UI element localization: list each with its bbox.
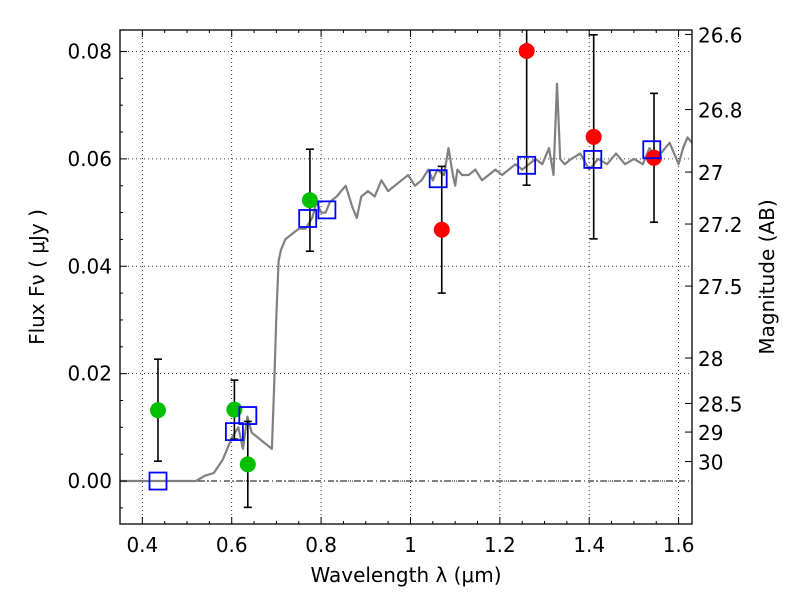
- data-point: [301, 192, 318, 209]
- magnitude-tick-label: 27.2: [698, 213, 743, 237]
- magnitude-axis-label: Magnitude (AB): [755, 199, 779, 354]
- y-tick-label: 0.04: [67, 254, 112, 278]
- magnitude-tick-label: 28: [698, 347, 723, 371]
- y-axis-label: Flux Fν ( μJy ): [25, 209, 49, 345]
- y-tick-label: 0.02: [67, 362, 112, 386]
- x-tick-label: 1.4: [573, 533, 605, 557]
- y-tick-label: 0.00: [67, 469, 112, 493]
- x-axis: 0.4 0.6 0.8 1 1.2 1.4 1.6: [119, 30, 695, 557]
- magnitude-tick-label: 26.6: [698, 23, 743, 47]
- y-tick-label: 0.08: [67, 39, 112, 63]
- data-point: [226, 401, 243, 418]
- magnitude-tick-label: 27: [698, 161, 723, 185]
- model-flux-marker: [224, 422, 244, 442]
- data-point: [239, 456, 256, 473]
- model-spectrum-line: [120, 82, 692, 483]
- model-flux-marker: [642, 140, 662, 160]
- data-point: [433, 221, 450, 238]
- data-point: [585, 128, 602, 145]
- model-flux-marker: [428, 169, 448, 189]
- magnitude-tick-label: 29: [698, 421, 723, 445]
- grid: [120, 30, 692, 524]
- x-tick-label: 0.4: [126, 533, 158, 557]
- data-point: [149, 402, 166, 419]
- model-flux-marker: [517, 155, 537, 175]
- x-tick-label: 0.6: [216, 533, 248, 557]
- magnitude-tick-label: 26.8: [698, 99, 743, 123]
- data-points: [148, 30, 663, 509]
- magnitude-tick-label: 28.5: [698, 392, 743, 416]
- plot-frame: [119, 29, 693, 525]
- model-flux-marker: [583, 150, 603, 169]
- model-flux-marker: [317, 200, 337, 220]
- x-tick-label: 1.2: [484, 533, 516, 557]
- model-flux-marker: [148, 471, 168, 491]
- magnitude-axis: 26.6 26.8 27 27.2 27.5 28 28.5 29 30: [685, 23, 743, 475]
- data-point: [518, 42, 535, 59]
- x-tick-label: 1: [404, 533, 417, 557]
- model-flux-marker: [238, 406, 258, 425]
- x-tick-label: 1.6: [663, 533, 695, 557]
- magnitude-tick-label: 27.5: [698, 275, 743, 299]
- model-flux-marker: [298, 209, 318, 228]
- magnitude-tick-label: 30: [698, 451, 723, 475]
- x-axis-label: Wavelength λ (μm): [310, 563, 501, 587]
- x-tick-label: 0.8: [305, 533, 337, 557]
- model-spectrum: [120, 82, 692, 483]
- y-axis: 0.00 0.02 0.04 0.06 0.08: [67, 39, 127, 509]
- y-tick-label: 0.06: [67, 147, 112, 171]
